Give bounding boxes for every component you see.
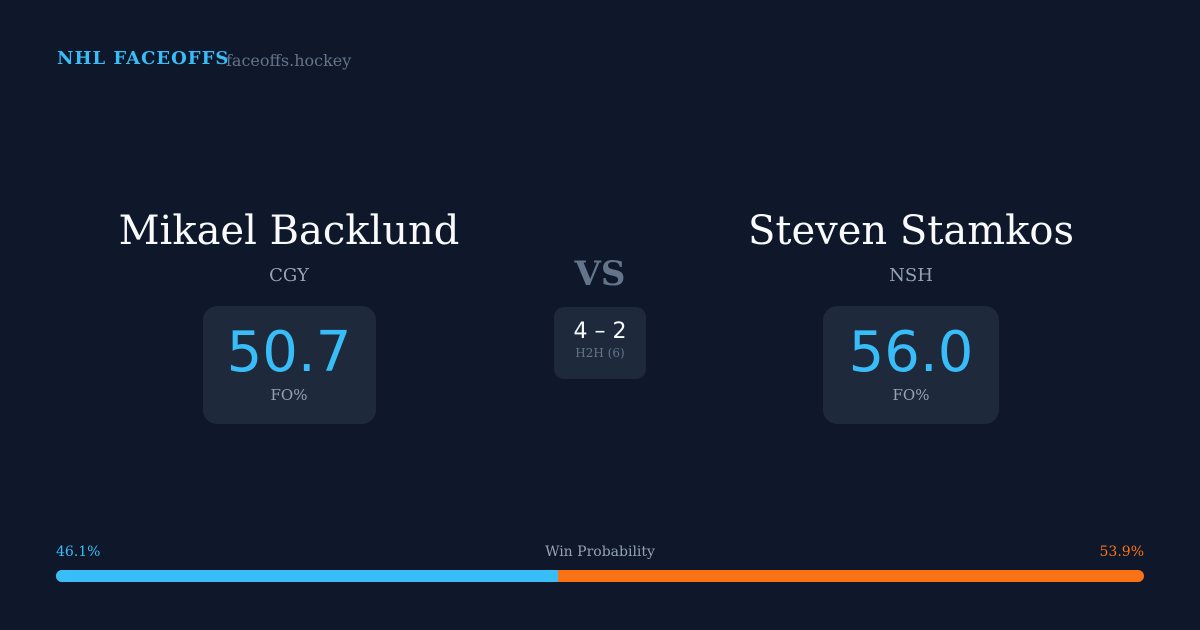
win-bar-left-fill [56,570,558,582]
fo-label: FO% [892,386,930,404]
win-right: 53.9% [1099,544,1144,560]
fo-card: 56.0 FO% [823,306,999,424]
site-link[interactable]: faceoffs.hockey [226,51,352,70]
player-name: Steven Stamkos [748,208,1074,254]
h2h-card: 4 – 2 H2H (6) [554,307,646,379]
team-abbr: NSH [889,265,933,286]
team-abbr: CGY [269,265,309,286]
player-left: Mikael Backlund CGY 50.7 FO% [39,205,539,424]
vs-label: VS [574,254,626,294]
win-label: Win Probability [545,544,655,560]
win-left: 46.1% [56,544,101,560]
fo-pct: 50.7 [226,320,352,385]
h2h-label: H2H (6) [575,346,625,360]
h2h-score: 4 – 2 [573,319,627,344]
win-probability-bar [56,570,1144,582]
brand-title: NHL FACEOFFS [57,48,230,69]
player-right: Steven Stamkos NSH 56.0 FO% [661,205,1161,424]
player-name: Mikael Backlund [118,208,460,254]
fo-pct: 56.0 [848,320,974,385]
fo-label: FO% [270,386,308,404]
fo-card: 50.7 FO% [202,306,376,424]
